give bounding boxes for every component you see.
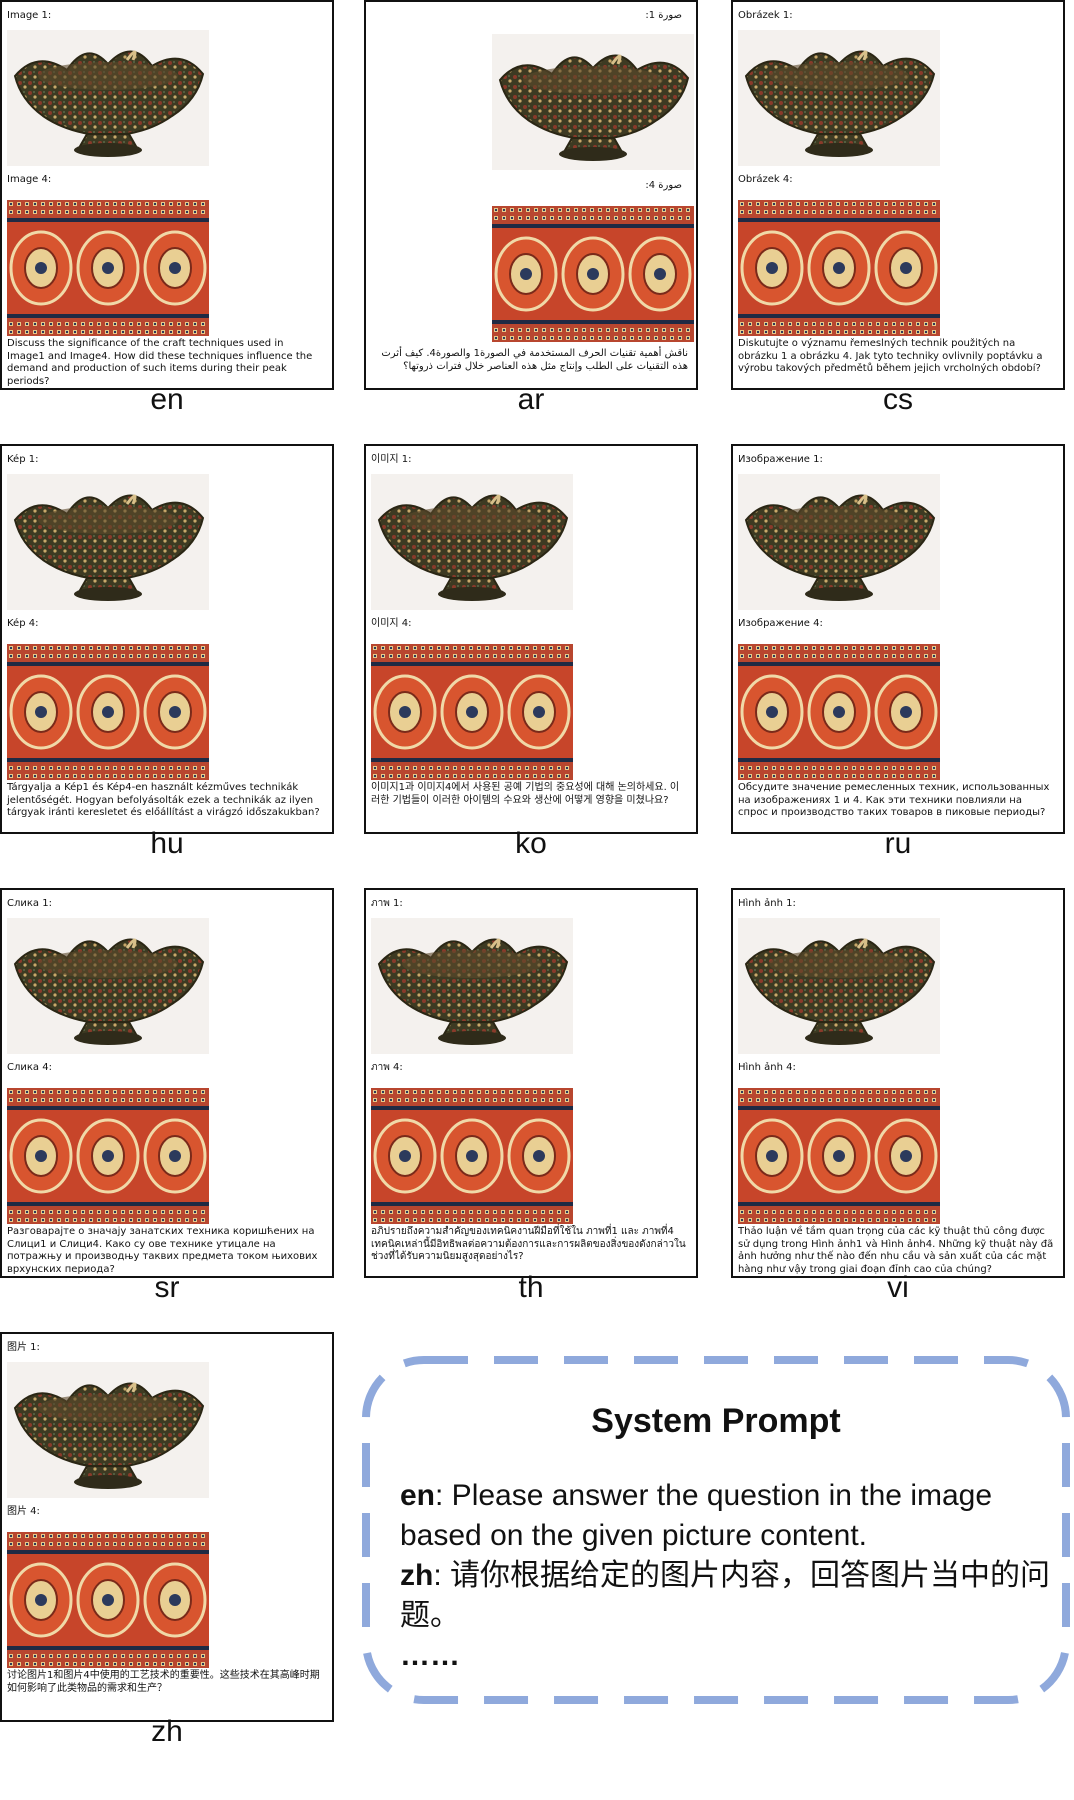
image-1-label: Obrázek 1: <box>738 10 793 21</box>
image-4-label: 이미지 4: <box>371 618 412 629</box>
image-4-label: Kép 4: <box>7 618 39 629</box>
image-1-bowl <box>738 918 940 1054</box>
image-1-bowl <box>371 474 573 610</box>
panel-th: ภาพ 1: ภาพ 4: อภิปรายถึงความสำคัญของเทคนิค… <box>364 888 698 1278</box>
image-4-label: Слика 4: <box>7 1062 52 1073</box>
image-4-label: 图片 4: <box>7 1506 40 1517</box>
system-prompt-zh: zh: 请你根据给定的图片内容，回答图片当中的问题。 <box>400 1556 1050 1636</box>
question-text: ناقش أهمية تقنيات الحرف المستخدمة في الص… <box>381 348 688 372</box>
image-4-carpet <box>7 1088 209 1224</box>
image-4-carpet <box>492 206 694 342</box>
image-1-bowl <box>371 918 573 1054</box>
question-text: Diskutujte o významu řemeslných technik … <box>738 338 1043 375</box>
panel-cs: Obrázek 1: Obrázek 4: Diskutujte o významu… <box>731 0 1065 390</box>
image-4-carpet <box>738 200 940 336</box>
system-prompt-zh-text: : 请你根据给定的图片内容，回答图片当中的问题。 <box>400 1559 1050 1632</box>
image-4-carpet <box>738 1088 940 1224</box>
image-4-carpet <box>371 1088 573 1224</box>
image-4-carpet <box>7 200 209 336</box>
image-4-carpet <box>371 644 573 780</box>
lang-label-vi: vi <box>887 1271 909 1304</box>
image-4-carpet <box>7 644 209 780</box>
panel-hu: Kép 1: Kép 4: Tárgyalja a Kép1 és Kép4-en … <box>0 444 334 834</box>
image-1-label: Изображение 1: <box>738 454 823 465</box>
system-prompt-en-text: : Please answer the question in the imag… <box>400 1479 993 1552</box>
image-1-label: Kép 1: <box>7 454 39 465</box>
lang-label-ko: ko <box>515 827 547 860</box>
image-4-carpet <box>7 1532 209 1668</box>
question-text: Tárgyalja a Kép1 és Kép4-en használt kéz… <box>7 782 320 819</box>
lang-label-hu: hu <box>150 827 184 860</box>
image-4-label: Obrázek 4: <box>738 174 793 185</box>
lang-label-th: th <box>518 1271 544 1304</box>
system-prompt-body: en: Please answer the question in the im… <box>400 1476 1050 1676</box>
image-4-label: صورة 4: <box>645 180 682 191</box>
image-4-carpet <box>738 644 940 780</box>
image-1-label: 图片 1: <box>7 1342 40 1353</box>
image-1-bowl <box>7 1362 209 1498</box>
panel-sr: Слика 1: Слика 4: Разговарајте о значају з… <box>0 888 334 1278</box>
question-text: อภิปรายถึงความสำคัญของเทคนิคงานฝีมือที่ใ… <box>371 1226 686 1263</box>
image-1-bowl <box>738 474 940 610</box>
lang-label-ar: ar <box>517 383 545 416</box>
system-prompt-zh-key: zh <box>400 1559 434 1592</box>
question-text: 讨论图片1和图片4中使用的工艺技术的重要性。这些技术在其高峰时期如何影响了此类物… <box>7 1670 320 1694</box>
question-text: 이미지1과 이미지4에서 사용된 공예 기법의 중요성에 대해 논의하세요. 이… <box>371 782 680 806</box>
panel-ko: 이미지 1: 이미지 4: 이미지1과 이미지4에서 사용된 공예 기법의 중요성에… <box>364 444 698 834</box>
lang-label-en: en <box>150 383 184 416</box>
image-4-label: ภาพ 4: <box>371 1062 403 1073</box>
question-text: Разговарајте о значају занатских техника… <box>7 1226 318 1275</box>
image-1-bowl <box>738 30 940 166</box>
image-1-label: Слика 1: <box>7 898 52 909</box>
lang-label-ru: ru <box>884 827 912 860</box>
image-1-label: Image 1: <box>7 10 52 21</box>
system-prompt-en: en: Please answer the question in the im… <box>400 1476 1050 1556</box>
image-1-bowl <box>7 30 209 166</box>
image-4-label: Изображение 4: <box>738 618 823 629</box>
image-1-bowl <box>7 474 209 610</box>
image-1-bowl <box>492 34 694 170</box>
panel-zh: 图片 1: 图片 4: 讨论图片1和图片4中使用的工艺技术的重要性。这些技术在其高峰… <box>0 1332 334 1722</box>
panel-en: Image 1: Image 4: Discuss the significance… <box>0 0 334 390</box>
question-text: Thảo luận về tầm quan trọng của các kỹ t… <box>738 1226 1054 1275</box>
lang-label-cs: cs <box>883 383 913 416</box>
system-prompt-en-key: en <box>400 1479 436 1512</box>
panel-ru: Изображение 1: Изображение 4: Обсудите зна… <box>731 444 1065 834</box>
system-prompt-title: System Prompt <box>591 1402 841 1440</box>
panel-vi: Hình ảnh 1: Hình ảnh 4: Thảo luận về tầm q… <box>731 888 1065 1278</box>
image-4-label: Hình ảnh 4: <box>738 1062 796 1073</box>
image-1-label: 이미지 1: <box>371 454 412 465</box>
question-text: Обсудите значение ремесленных техник, ис… <box>738 782 1050 819</box>
image-1-label: صورة 1: <box>645 10 682 21</box>
question-text: Discuss the significance of the craft te… <box>7 338 313 387</box>
image-1-bowl <box>7 918 209 1054</box>
lang-label-sr: sr <box>154 1271 180 1304</box>
image-1-label: Hình ảnh 1: <box>738 898 796 909</box>
panel-ar: صورة 1: صورة 4: ناقش أهمية تقنيات الحرف ال… <box>364 0 698 390</box>
lang-label-zh: zh <box>151 1715 183 1748</box>
image-1-label: ภาพ 1: <box>371 898 403 909</box>
system-prompt-ellipsis: …… <box>400 1639 460 1672</box>
system-prompt-frame <box>362 1356 1070 1704</box>
image-4-label: Image 4: <box>7 174 52 185</box>
